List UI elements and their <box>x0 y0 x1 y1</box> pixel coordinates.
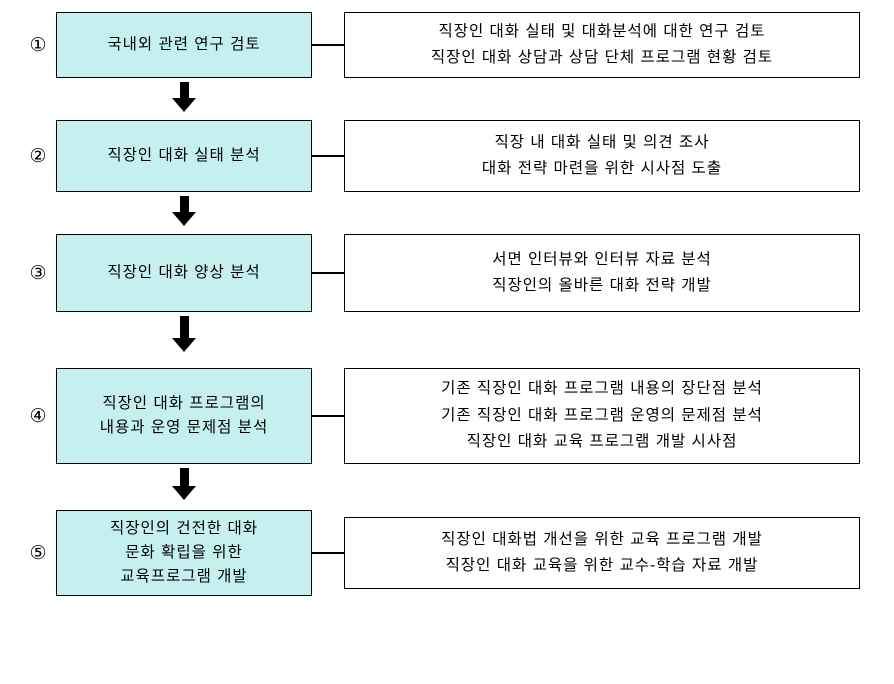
arrow-down <box>20 196 874 226</box>
step-title-text: 국내외 관련 연구 검토 <box>107 33 260 57</box>
step-title-text: 직장인 대화 프로그램의내용과 운영 문제점 분석 <box>100 392 269 440</box>
arrow-down <box>20 82 874 112</box>
step-title-text: 직장인 대화 양상 분석 <box>107 261 260 285</box>
step-number: ② <box>20 145 56 168</box>
arrow-down <box>20 316 874 352</box>
connector-line <box>312 415 344 417</box>
step-title-text: 직장인의 건전한 대화문화 확립을 위한교육프로그램 개발 <box>110 517 258 589</box>
step-detail-line: 직장인 대화 교육 프로그램 개발 시사점 <box>441 429 763 455</box>
step-detail-line: 직장인 대화 상담과 상담 단체 프로그램 현황 검토 <box>431 45 773 71</box>
step-title-box: 국내외 관련 연구 검토 <box>56 12 312 78</box>
step-detail-box: 서면 인터뷰와 인터뷰 자료 분석직장인의 올바른 대화 전략 개발 <box>344 234 860 312</box>
step-detail-box: 직장인 대화법 개선을 위한 교육 프로그램 개발직장인 대화 교육을 위한 교… <box>344 517 860 589</box>
step-number: ③ <box>20 262 56 285</box>
step-row-4: ④ 직장인 대화 프로그램의내용과 운영 문제점 분석 기존 직장인 대화 프로그램… <box>20 368 874 464</box>
step-detail-line: 서면 인터뷰와 인터뷰 자료 분석 <box>492 247 712 273</box>
step-detail-line: 직장인의 올바른 대화 전략 개발 <box>492 273 712 299</box>
flowchart-container: ①국내외 관련 연구 검토직장인 대화 실태 및 대화분석에 대한 연구 검토직… <box>20 12 874 596</box>
step-detail-box: 직장 내 대화 실태 및 의견 조사대화 전략 마련을 위한 시사점 도출 <box>344 120 860 192</box>
step-title-text: 직장인 대화 실태 분석 <box>107 144 260 168</box>
step-detail-box: 기존 직장인 대화 프로그램 내용의 장단점 분석기존 직장인 대화 프로그램 … <box>344 368 860 464</box>
step-row-3: ③ 직장인 대화 양상 분석 서면 인터뷰와 인터뷰 자료 분석직장인의 올바른 대… <box>20 234 874 312</box>
step-row-5: ⑤ 직장인의 건전한 대화문화 확립을 위한교육프로그램 개발 직장인 대화법 개선… <box>20 510 874 596</box>
step-number: ④ <box>20 405 56 428</box>
arrow-down <box>20 468 874 500</box>
step-detail-line: 직장인 대화 실태 및 대화분석에 대한 연구 검토 <box>431 19 773 45</box>
step-detail-box: 직장인 대화 실태 및 대화분석에 대한 연구 검토직장인 대화 상담과 상담 … <box>344 12 860 78</box>
step-title-box: 직장인의 건전한 대화문화 확립을 위한교육프로그램 개발 <box>56 510 312 596</box>
step-row-1: ① 국내외 관련 연구 검토 직장인 대화 실태 및 대화분석에 대한 연구 검토직… <box>20 12 874 78</box>
connector-line <box>312 272 344 274</box>
step-title-box: 직장인 대화 실태 분석 <box>56 120 312 192</box>
step-detail-line: 대화 전략 마련을 위한 시사점 도출 <box>482 156 722 182</box>
step-detail-line: 직장 내 대화 실태 및 의견 조사 <box>482 130 722 156</box>
step-detail-line: 기존 직장인 대화 프로그램 내용의 장단점 분석 <box>441 376 763 402</box>
connector-line <box>312 552 344 554</box>
step-detail-line: 기존 직장인 대화 프로그램 운영의 문제점 분석 <box>441 403 763 429</box>
connector-line <box>312 155 344 157</box>
step-detail-line: 직장인 대화법 개선을 위한 교육 프로그램 개발 <box>441 527 763 553</box>
step-detail-line: 직장인 대화 교육을 위한 교수-학습 자료 개발 <box>441 553 763 579</box>
step-row-2: ② 직장인 대화 실태 분석 직장 내 대화 실태 및 의견 조사대화 전략 마련을… <box>20 120 874 192</box>
connector-line <box>312 44 344 46</box>
step-number: ⑤ <box>20 542 56 565</box>
step-title-box: 직장인 대화 양상 분석 <box>56 234 312 312</box>
step-number: ① <box>20 34 56 57</box>
step-title-box: 직장인 대화 프로그램의내용과 운영 문제점 분석 <box>56 368 312 464</box>
